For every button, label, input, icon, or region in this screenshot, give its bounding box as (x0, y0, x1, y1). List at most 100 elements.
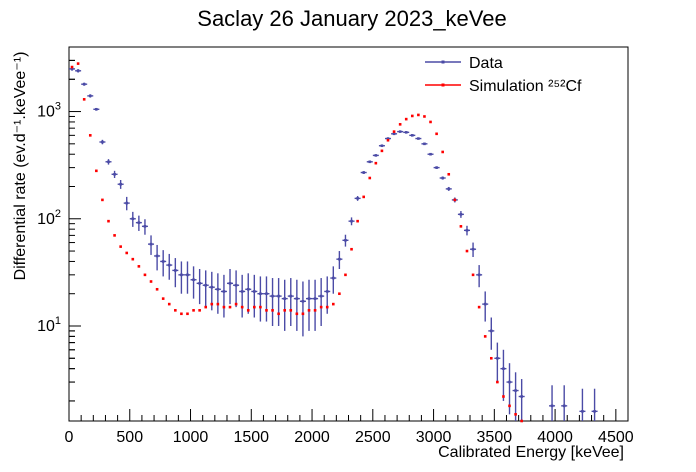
data-point (502, 367, 505, 370)
data-point (410, 134, 414, 137)
data-point (137, 221, 141, 224)
data-point (216, 287, 220, 291)
simulation-point (356, 219, 359, 223)
data-point (404, 131, 408, 134)
simulation-point (489, 356, 493, 360)
simulation-point (101, 198, 104, 202)
simulation-point (186, 312, 189, 316)
data-point (198, 282, 201, 285)
data-point (125, 201, 129, 205)
simulation-point (216, 302, 220, 306)
data-point (435, 166, 438, 169)
data-point (210, 285, 214, 289)
simulation-point (508, 404, 511, 408)
data-point (350, 219, 353, 223)
y-axis-label: Differential rate (ev.d⁻¹.keVee⁻¹) (12, 52, 29, 281)
simulation-point (502, 395, 505, 398)
simulation-point (76, 62, 80, 65)
simulation-point (82, 98, 86, 101)
data-point (338, 257, 341, 261)
data-point (161, 260, 165, 263)
data-point (362, 171, 365, 174)
x-tick-label: 1000 (173, 429, 209, 446)
data-point (186, 273, 189, 277)
legend-simulation-label: Simulation ²⁵²Cf (469, 78, 582, 95)
simulation-point (374, 161, 378, 165)
data-point (174, 269, 177, 272)
data-point (253, 290, 256, 293)
data-point (417, 137, 420, 140)
data-point (477, 273, 481, 277)
data-point (82, 82, 86, 86)
data-point (380, 144, 384, 148)
data-point (107, 160, 110, 164)
simulation-point (404, 117, 408, 121)
simulation-point (398, 123, 402, 126)
x-tick-label: 2500 (355, 429, 391, 446)
simulation-point (471, 273, 475, 277)
simulation-point (180, 312, 183, 316)
data-point (313, 297, 317, 300)
simulation-point (70, 65, 74, 69)
simulation-point (253, 305, 256, 309)
simulation-point (198, 309, 201, 312)
data-point (155, 254, 159, 258)
simulation-point (161, 297, 165, 300)
data-point (344, 238, 347, 242)
data-point (508, 380, 511, 384)
data-point (398, 130, 402, 133)
data-point (76, 69, 80, 73)
simulation-point (192, 309, 195, 312)
x-tick-label: 4500 (598, 429, 634, 446)
simulation-point (259, 305, 262, 309)
data-point (143, 225, 147, 228)
simulation-point (417, 113, 420, 117)
data-point (88, 94, 92, 98)
simulation-point (435, 132, 438, 136)
simulation-point (240, 305, 244, 309)
data-point (234, 283, 238, 287)
data-point (95, 107, 98, 111)
data-point (295, 297, 299, 300)
data-point (374, 154, 378, 157)
simulation-point (496, 380, 499, 384)
simulation-point (392, 130, 396, 133)
data-point (246, 287, 250, 291)
simulation-point (325, 305, 329, 309)
simulation-point (477, 305, 481, 309)
legend-data-label: Data (469, 55, 503, 72)
simulation-point (447, 172, 451, 176)
data-point (465, 229, 469, 232)
data-point (301, 299, 305, 303)
simulation-point (350, 247, 353, 251)
simulation-point (137, 265, 141, 268)
data-point (581, 410, 584, 413)
x-axis-label: Calibrated Energy [keVee] (438, 444, 624, 461)
data-point (167, 263, 171, 267)
data-point (283, 297, 287, 300)
data-point (259, 292, 262, 296)
data-point (489, 329, 493, 333)
data-point (496, 356, 499, 360)
chart-title: Saclay 26 January 2023_keVee (197, 6, 506, 31)
simulation-point (113, 234, 116, 237)
simulation-point (380, 149, 384, 153)
data-point (562, 404, 566, 408)
data-point (593, 410, 596, 413)
simulation-point (222, 305, 226, 309)
simulation-point (307, 309, 311, 312)
data-point (332, 276, 335, 280)
simulation-point (277, 312, 280, 316)
simulation-point (429, 120, 432, 124)
simulation-point (362, 195, 365, 199)
data-point (471, 247, 475, 251)
legend-data-marker (441, 60, 445, 64)
simulation-point (228, 305, 232, 309)
simulation-point (410, 114, 414, 118)
data-point (119, 182, 122, 186)
simulation-point (283, 309, 287, 312)
data-point (307, 297, 311, 300)
simulation-point (386, 138, 390, 142)
data-point (429, 152, 432, 156)
simulation-point (204, 305, 208, 309)
